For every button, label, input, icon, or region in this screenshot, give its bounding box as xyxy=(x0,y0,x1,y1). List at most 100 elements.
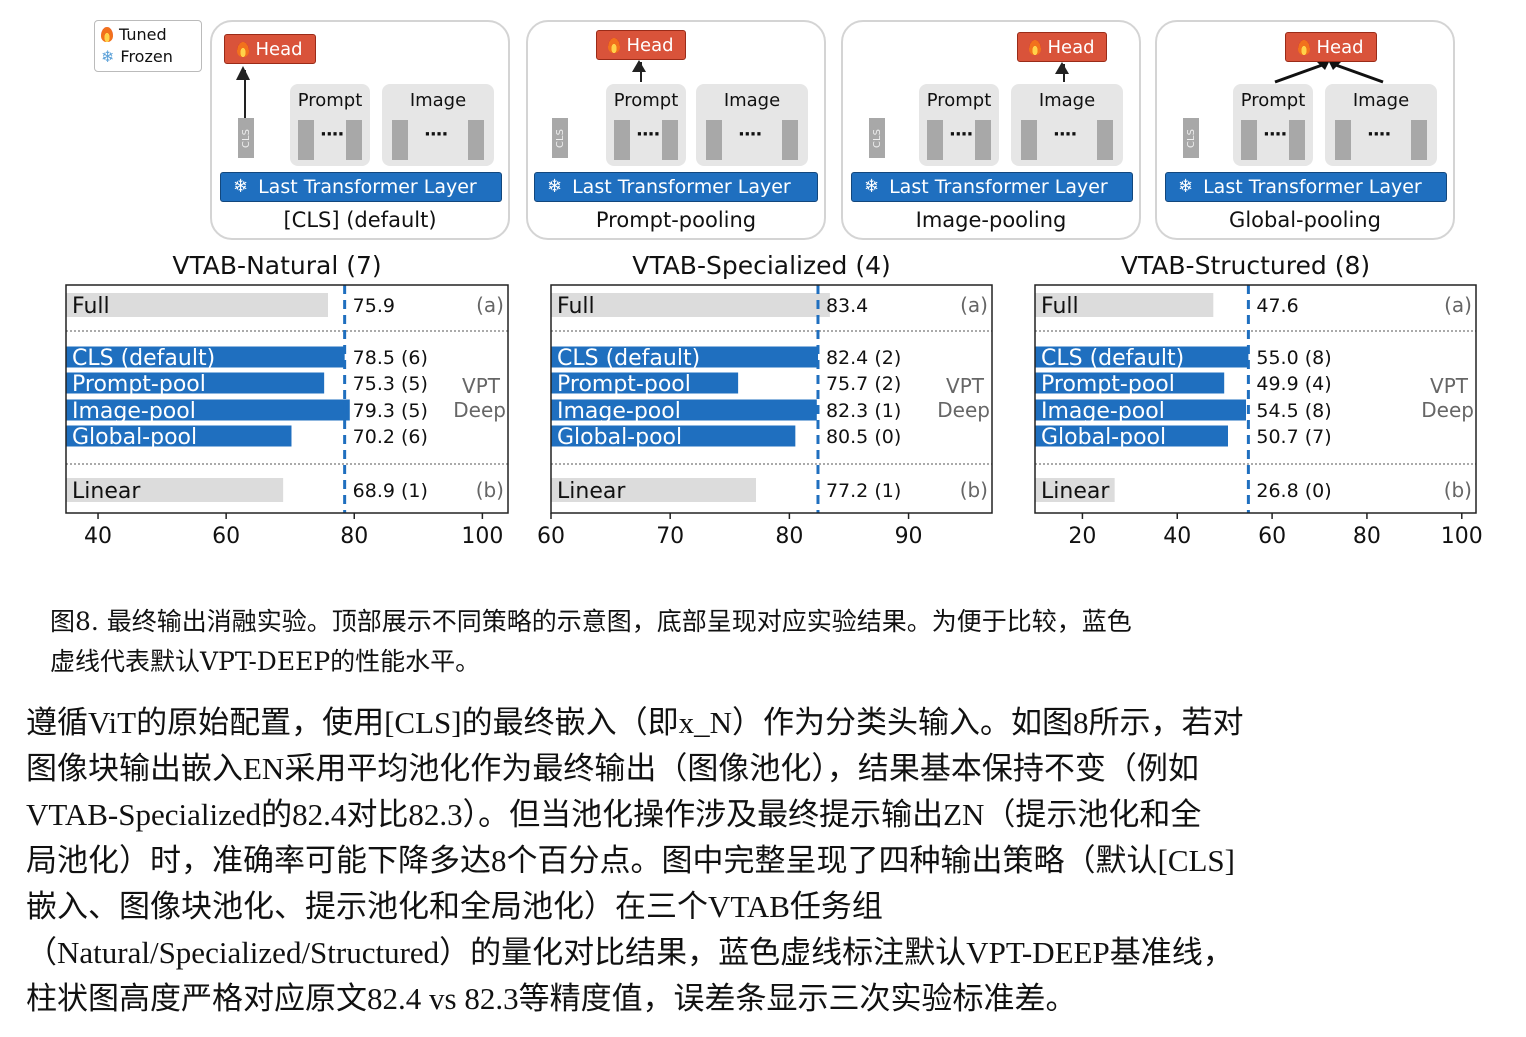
image-token xyxy=(706,120,722,160)
bar-label: Global-pool xyxy=(1041,425,1166,450)
value-label: 75.7 (2) xyxy=(826,373,901,395)
bar-label: CLS (default) xyxy=(1041,346,1184,371)
ellipsis: ···· xyxy=(424,124,448,145)
image-label: Image xyxy=(409,90,467,111)
body-line: 柱状图高度严格对应原文82.4 vs 82.3等精度值，误差条显示三次实验标准差… xyxy=(26,981,1077,1016)
bar-image-pool xyxy=(66,399,350,421)
prompt-token xyxy=(346,120,362,160)
last-transformer-layer: ❄ Last Transformer Layer xyxy=(851,172,1133,202)
snowflake-icon: ❄ xyxy=(864,176,880,197)
prompt-group: Prompt ···· xyxy=(919,84,999,166)
prompt-label: Prompt xyxy=(297,90,363,111)
ellipsis: ···· xyxy=(949,124,973,145)
fire-icon xyxy=(101,27,113,42)
image-token xyxy=(1411,120,1427,160)
bar-label: Prompt-pool xyxy=(557,372,691,397)
prompt-token xyxy=(927,120,943,160)
ellipsis: ···· xyxy=(1053,124,1077,145)
layer-label: Last Transformer Layer xyxy=(258,176,477,198)
scheme-image-pooling: Head CLS Prompt ···· Image ···· ❄ Last Tr… xyxy=(841,20,1141,240)
group-label-vpt: VPT xyxy=(1430,374,1469,398)
axes-frame xyxy=(65,284,509,514)
group-label-vpt: VPT xyxy=(946,374,985,398)
cls-token-label: CLS xyxy=(1185,128,1197,148)
value-label: 82.4 (2) xyxy=(826,347,901,369)
scheme-global-pooling: Head CLS Prompt ···· Image ···· ❄ Last Tr… xyxy=(1155,20,1455,240)
bar-prompt-pool xyxy=(551,372,739,394)
value-label: 47.6 xyxy=(1256,295,1298,317)
group-label-a: (a) xyxy=(476,293,504,317)
bar-cls-default- xyxy=(551,346,818,368)
image-token xyxy=(392,120,408,160)
group-label-b: (b) xyxy=(1444,478,1472,502)
prompt-group: Prompt ···· xyxy=(290,84,370,166)
ellipsis: ···· xyxy=(320,124,344,145)
cls-token: CLS xyxy=(869,118,885,158)
group-label-deep: Deep xyxy=(453,398,506,422)
x-tick-label: 40 xyxy=(84,524,112,549)
bar-full xyxy=(66,293,328,317)
image-group: Image ···· xyxy=(382,84,494,166)
head-label: Head xyxy=(1316,36,1364,58)
scheme-caption: Global-pooling xyxy=(1229,208,1381,232)
value-label: 80.5 (0) xyxy=(826,426,901,448)
x-tick-label: 20 xyxy=(1068,524,1096,549)
bar-global-pool xyxy=(66,425,292,447)
cls-token: CLS xyxy=(552,118,568,158)
x-tick-label: 80 xyxy=(340,524,368,549)
head-label: Head xyxy=(255,38,303,60)
image-token xyxy=(1097,120,1113,160)
axes-frame xyxy=(1034,284,1477,514)
group-label-a: (a) xyxy=(960,293,988,317)
pool-arrow xyxy=(1063,64,1065,82)
image-token xyxy=(1021,120,1037,160)
snowflake-icon: ❄ xyxy=(233,176,249,197)
cls-token-label: CLS xyxy=(871,128,883,148)
bar-label: Global-pool xyxy=(557,425,682,450)
scheme-prompt-pooling: Head CLS Prompt ···· Image ···· ❄ Last Tr… xyxy=(526,20,826,240)
bar-label: Image-pool xyxy=(557,399,681,424)
bar-full xyxy=(551,293,830,317)
caption-line: 虚线代表默认VPT-DEEP的性能水平。 xyxy=(50,647,481,676)
prompt-token xyxy=(298,120,314,160)
last-transformer-layer: ❄ Last Transformer Layer xyxy=(1165,172,1447,202)
body-line: 遵循ViT的原始配置，使用[CLS]的最终嵌入（即x_N）作为分类头输入。如图8… xyxy=(26,705,1244,740)
chart-title: VTAB-Natural (7) xyxy=(172,251,381,280)
cls-token: CLS xyxy=(1183,118,1199,158)
bar-prompt-pool xyxy=(66,372,325,394)
layer-label: Last Transformer Layer xyxy=(572,176,791,198)
ellipsis: ···· xyxy=(1263,124,1287,145)
bar-global-pool xyxy=(1035,425,1228,447)
cls-arrow xyxy=(244,70,246,118)
group-label-b: (b) xyxy=(960,478,988,502)
head-box: Head xyxy=(596,30,686,60)
prompt-token xyxy=(1289,120,1305,160)
group-label-deep: Deep xyxy=(937,398,990,422)
bar-label: Full xyxy=(557,294,595,319)
scheme-caption: Prompt-pooling xyxy=(595,208,757,232)
image-token xyxy=(782,120,798,160)
image-label: Image xyxy=(1352,90,1410,111)
value-label: 75.3 (5) xyxy=(353,373,428,395)
bar-label: CLS (default) xyxy=(557,346,700,371)
value-label: 55.0 (8) xyxy=(1256,347,1331,369)
body-line: 图像块输出嵌入EN采用平均池化作为最终输出（图像池化），结果基本保持不变（例如 xyxy=(26,751,1199,786)
legend-tuned-label: Tuned xyxy=(119,25,167,44)
value-label: 54.5 (8) xyxy=(1256,400,1331,422)
image-label: Image xyxy=(1038,90,1096,111)
x-tick-label: 100 xyxy=(461,524,503,549)
cls-token-label: CLS xyxy=(240,128,252,148)
prompt-label: Prompt xyxy=(1240,90,1306,111)
snowflake-icon: ❄ xyxy=(1178,176,1194,197)
legend-tuned: Tuned xyxy=(101,25,167,44)
last-transformer-layer: ❄ Last Transformer Layer xyxy=(220,172,502,202)
prompt-token xyxy=(975,120,991,160)
vtab-results-charts: VTAB-Natural (7) Full 75.9 CLS (default) 78.… xyxy=(65,251,1483,549)
prompt-group: Prompt ···· xyxy=(606,84,686,166)
value-label: 68.9 (1) xyxy=(353,480,428,502)
image-group: Image ···· xyxy=(1011,84,1123,166)
bar-global-pool xyxy=(551,425,796,447)
fire-icon xyxy=(1029,39,1042,55)
group-label-vpt: VPT xyxy=(462,374,501,398)
axes-frame xyxy=(550,284,993,514)
